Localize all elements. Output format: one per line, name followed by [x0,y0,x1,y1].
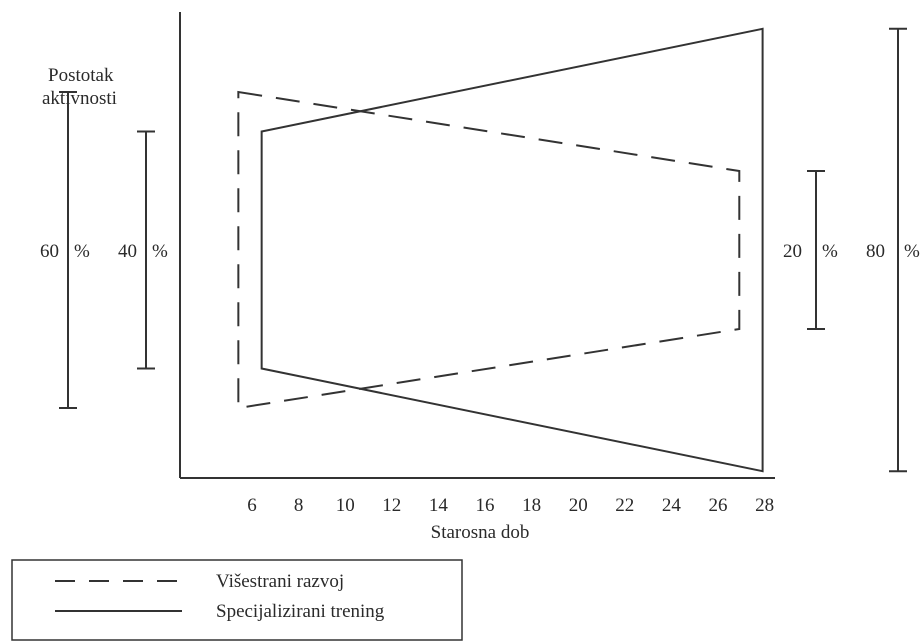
series-specijalizirani-trening [260,27,764,473]
bracket-unit-label: % [74,241,90,262]
bracket-20-percent: 20% [783,170,838,330]
bracket-60-percent: 60% [40,91,90,409]
x-tick-label: 18 [522,495,541,516]
series-visestrani-razvoj [237,90,741,410]
bracket-value-label: 40 [118,241,137,262]
y-axis-label-line-1: Postotak [48,65,114,86]
x-tick-label: 8 [294,495,304,516]
x-tick-label: 26 [709,495,728,516]
y-axis-label-line-2: aktivnosti [42,88,117,109]
x-tick-label: 28 [755,495,774,516]
legend-label-visestrani: Višestrani razvoj [216,571,344,592]
bracket-value-label: 80 [866,241,885,262]
x-tick-label: 24 [662,495,682,516]
series-layer [237,27,764,473]
x-tick-label: 20 [569,495,588,516]
x-tick-label: 14 [429,495,449,516]
legend-box [11,559,463,641]
x-tick-labels: 6 8 10 12 14 16 18 20 22 24 26 28 [247,495,774,516]
x-tick-label: 22 [615,495,634,516]
bracket-unit-label: % [822,241,838,262]
spread-brackets: 60% 40% 20% 80% [40,27,920,473]
x-tick-label: 16 [476,495,495,516]
legend: Višestrani razvoj Specijalizirani trenin… [11,559,463,641]
bracket-value-label: 20 [783,241,802,262]
legend-label-specijalizirani: Specijalizirani trening [216,601,385,622]
bracket-value-label: 60 [40,241,59,262]
bracket-unit-label: % [904,241,920,262]
bracket-unit-label: % [152,241,168,262]
bracket-40-percent: 40% [118,130,168,370]
x-axis-label: Starosna dob [431,522,530,543]
bracket-80-percent: 80% [866,27,920,473]
x-tick-label: 6 [247,495,257,516]
x-tick-label: 10 [336,495,355,516]
x-tick-label: 12 [382,495,401,516]
